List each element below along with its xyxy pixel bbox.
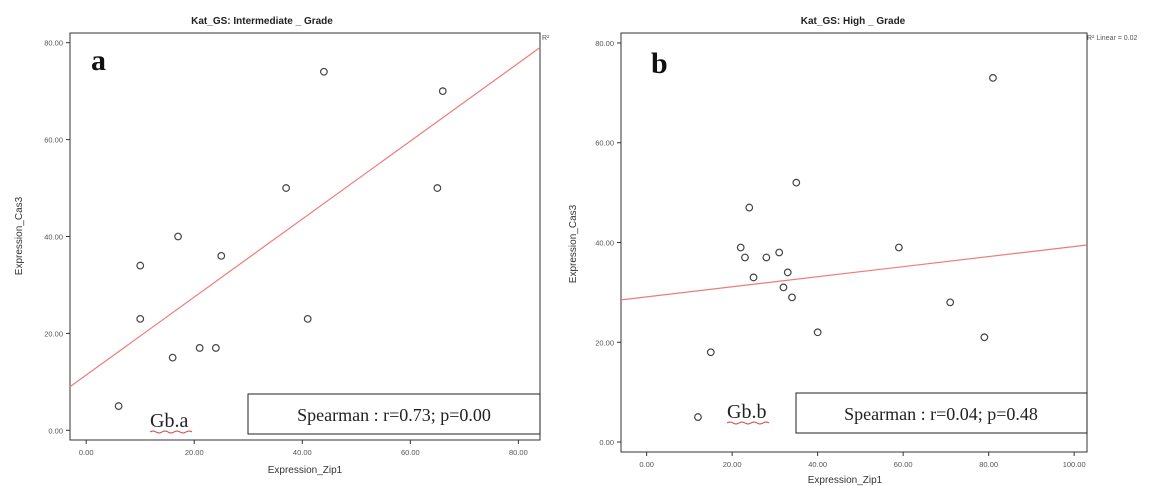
- data-point: [775, 248, 784, 257]
- data-point: [741, 253, 749, 262]
- panel-a-caption-underline: [149, 430, 193, 434]
- panel-a-y-label: Expression_Cas3: [14, 196, 25, 275]
- data-point: [217, 251, 226, 260]
- panel-b-frame: [620, 32, 1088, 453]
- panel-b-x-label: Expression_Zip1: [808, 475, 883, 486]
- panel-b-title: Kat_GS: High _ Grade: [801, 16, 906, 27]
- data-point: [114, 402, 123, 410]
- x-tick-label: 20.00: [185, 448, 204, 457]
- data-point: [788, 293, 796, 302]
- x-tick-label: 0.00: [639, 460, 654, 469]
- panel-b-legend: R² Linear = 0.02: [1087, 35, 1137, 42]
- panel-a-label: a: [91, 44, 106, 77]
- panel-b-y-label: Expression_Cas3: [568, 204, 579, 283]
- panel-a-y-axis: 0.00 20.00 40.00 60.00 80.00: [44, 39, 70, 435]
- panel-a: Kat_GS: Intermediate _ Grade 0.00 20.00 40…: [14, 16, 550, 476]
- data-point: [894, 243, 903, 252]
- panel-b-y-axis: 0.00 20.00 40.00 60.00 80.00: [595, 39, 621, 447]
- data-point: [745, 203, 754, 212]
- y-tick-label: 40.00: [44, 233, 63, 242]
- data-point: [736, 243, 745, 252]
- data-point: [320, 67, 328, 76]
- panel-b-caption-underline: [726, 421, 770, 425]
- y-tick-label: 20.00: [595, 338, 614, 347]
- panel-b-fit-line: [620, 244, 1088, 301]
- panel-a-fit-line: [69, 47, 541, 388]
- data-point: [168, 353, 177, 362]
- panel-a-x-label: Expression_Zip1: [268, 465, 343, 476]
- panel-b-stat-text: Spearman : r=0.04; p=0.48: [844, 404, 1038, 424]
- x-tick-label: 60.00: [894, 460, 913, 469]
- y-tick-label: 60.00: [44, 136, 63, 145]
- data-point: [195, 344, 204, 352]
- panel-a-stat-box: [247, 393, 541, 435]
- data-point: [174, 232, 182, 241]
- data-point: [438, 87, 447, 96]
- panel-b: Kat_GS: High _ Grade 0.00 20.00 40.00 60.00…: [568, 16, 1137, 486]
- x-tick-label: 100.00: [1063, 460, 1086, 469]
- x-tick-label: 60.00: [401, 448, 420, 457]
- y-tick-label: 60.00: [595, 139, 614, 148]
- data-point: [282, 184, 290, 192]
- x-tick-label: 80.00: [979, 460, 998, 469]
- x-tick-label: 80.00: [509, 448, 528, 457]
- data-point: [783, 268, 792, 277]
- panel-b-points: [694, 73, 997, 421]
- panel-b-stat-box: [795, 392, 1088, 434]
- panel-a-points: [114, 67, 447, 410]
- data-point: [792, 178, 801, 187]
- data-point: [136, 314, 145, 323]
- data-point: [980, 333, 989, 342]
- panel-b-caption: Gb.b: [727, 401, 766, 423]
- data-point: [136, 261, 145, 270]
- y-tick-label: 40.00: [595, 239, 614, 248]
- panel-a-frame: [69, 32, 541, 441]
- panel-b-label: b: [651, 47, 668, 80]
- data-point: [303, 314, 312, 323]
- data-point: [706, 348, 715, 357]
- panel-b-x-axis: 0.00 20.00 40.00 60.00 80.00 100.00: [639, 452, 1086, 469]
- x-tick-label: 40.00: [293, 448, 312, 457]
- data-point: [989, 73, 997, 82]
- panel-a-x-axis: 0.00 20.00 40.00 60.00 80.00: [79, 440, 528, 457]
- y-tick-label: 80.00: [44, 39, 63, 48]
- data-point: [779, 283, 788, 292]
- data-point: [694, 413, 702, 421]
- y-tick-label: 0.00: [48, 426, 63, 435]
- data-point: [946, 298, 955, 307]
- panel-a-legend: R²: [542, 35, 550, 42]
- data-point: [749, 273, 758, 282]
- y-tick-label: 0.00: [599, 438, 614, 447]
- data-point: [813, 328, 822, 337]
- panel-a-stat-text: Spearman : r=0.73; p=0.00: [297, 405, 491, 425]
- panel-a-caption: Gb.a: [150, 410, 188, 432]
- data-point: [433, 184, 442, 192]
- data-point: [211, 344, 220, 352]
- x-tick-label: 20.00: [723, 460, 742, 469]
- panel-a-title: Kat_GS: Intermediate _ Grade: [191, 16, 333, 27]
- data-point: [762, 253, 771, 262]
- y-tick-label: 80.00: [595, 39, 614, 48]
- x-tick-label: 0.00: [79, 448, 94, 457]
- x-tick-label: 40.00: [808, 460, 827, 469]
- y-tick-label: 20.00: [44, 329, 63, 338]
